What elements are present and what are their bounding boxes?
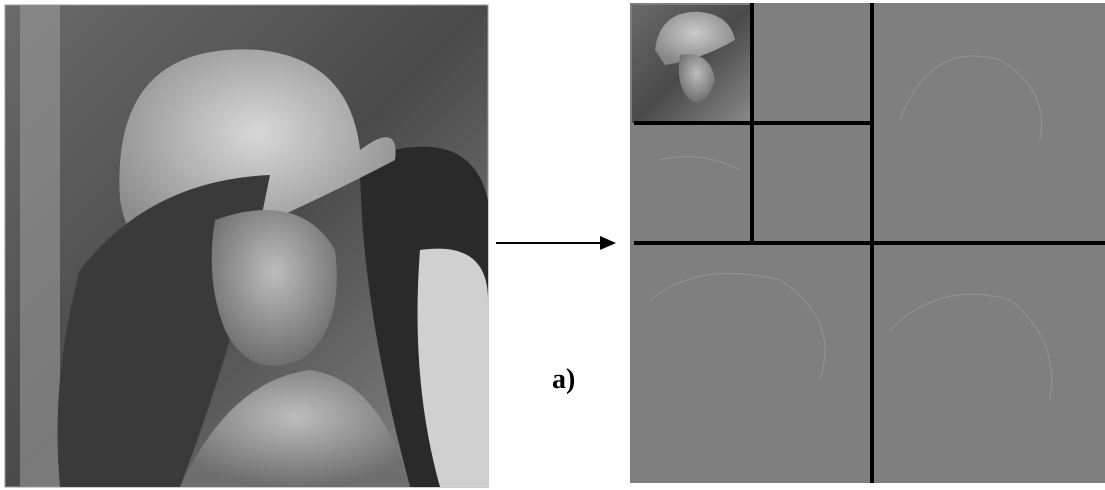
figure-label: a): [552, 364, 575, 395]
figure: a): [0, 0, 1105, 490]
original-image: [5, 5, 488, 487]
arrow: [496, 236, 616, 250]
page: a) (() => { const data = JSON.parse(docu…: [0, 0, 1105, 490]
wavelet-decomposition: [630, 3, 1105, 483]
